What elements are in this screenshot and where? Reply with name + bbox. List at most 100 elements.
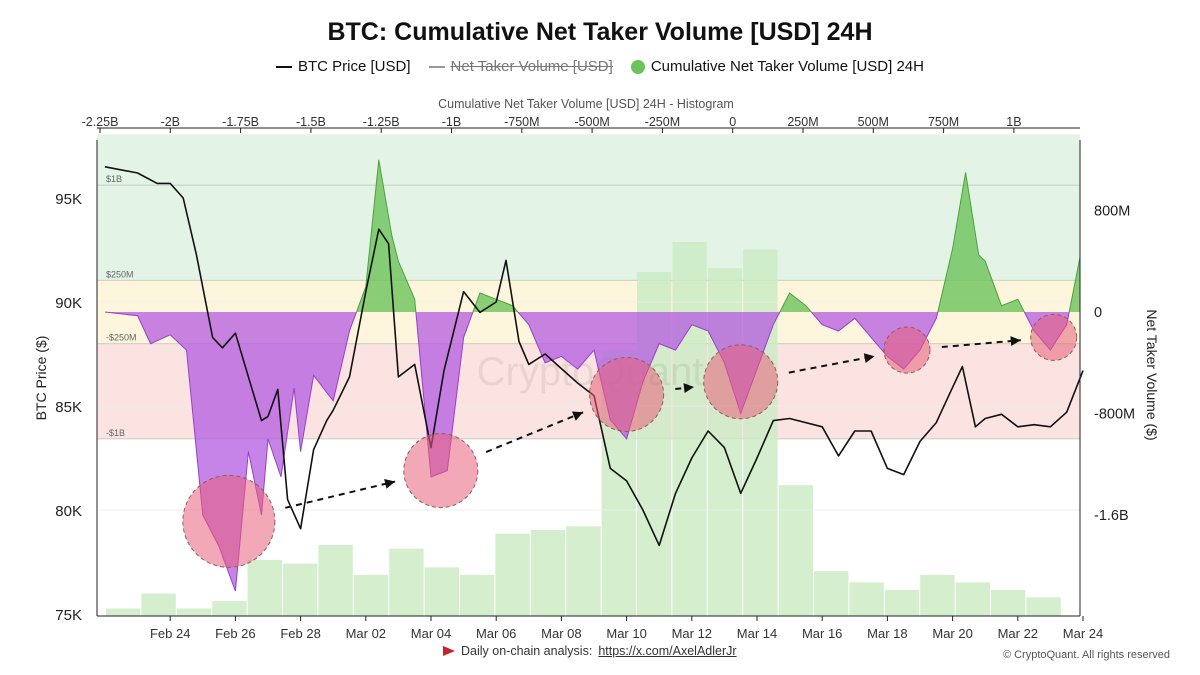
top-tick-label: 0	[729, 115, 736, 129]
bottom-tick-label: Mar 20	[932, 626, 972, 641]
top-tick-label: -1.5B	[296, 115, 326, 129]
histogram-bar	[955, 582, 990, 616]
histogram-bar	[389, 548, 424, 616]
top-tick-label: 500M	[858, 115, 889, 129]
right-tick-label: -800M	[1094, 407, 1135, 423]
legend-item-cumulative-volume[interactable]: Cumulative Net Taker Volume [USD] 24H	[630, 58, 924, 75]
legend-line-swatch	[428, 65, 445, 68]
highlight-circle	[883, 326, 931, 374]
bottom-tick-label: Mar 14	[737, 626, 777, 641]
highlight-circle	[403, 433, 479, 509]
left-tick-label: 85K	[55, 399, 82, 416]
footer-note: Daily on-chain analysis: https://x.com/A…	[443, 644, 737, 658]
footer-link[interactable]: https://x.com/AxelAdlerJr	[598, 644, 737, 658]
legend-label: Net Taker Volume [USD]	[450, 58, 613, 75]
right-tick-label: 800M	[1094, 204, 1130, 220]
trend-arrow-line	[941, 339, 1021, 349]
legend-line-swatch	[276, 65, 292, 68]
trend-arrow-line	[788, 355, 875, 374]
trend-arrow-line	[285, 480, 396, 509]
watermark: CryptoQuant	[477, 350, 704, 394]
histogram-bar	[212, 601, 247, 616]
legend-item-btc-price[interactable]: BTC Price [USD]	[276, 58, 411, 75]
left-tick-label: 95K	[55, 191, 82, 208]
histogram-bar	[1026, 597, 1061, 616]
axes: 75K 80K 85K 90K 95K BTC Price ($) 800M 0 -800M -1…	[33, 97, 1160, 641]
trend-arrow-head	[1010, 336, 1021, 347]
histogram-bar	[424, 567, 459, 616]
bottom-tick-label: Mar 10	[606, 626, 646, 641]
bottom-tick-label: Mar 12	[672, 626, 712, 641]
bottom-tick-label: Mar 08	[541, 626, 581, 641]
histogram-bar	[672, 242, 707, 616]
positive-area	[105, 159, 1080, 312]
highlight-circle	[1030, 313, 1078, 361]
histogram-bar	[141, 593, 176, 616]
trend-arrow-head	[571, 411, 584, 421]
legend-item-net-taker-volume[interactable]: Net Taker Volume [USD]	[428, 58, 613, 75]
negative-edge-group	[104, 312, 1070, 592]
histogram-bar	[460, 574, 495, 616]
top-tick-label: -250M	[645, 115, 680, 129]
right-tick-label: 0	[1094, 305, 1102, 321]
btc-price-line	[104, 166, 1084, 547]
highlight-circle	[703, 344, 779, 420]
legend-label: Cumulative Net Taker Volume [USD] 24H	[650, 58, 924, 75]
histogram-bar	[814, 571, 849, 616]
histogram-bar	[247, 559, 282, 616]
bottom-tick-label: Mar 06	[476, 626, 516, 641]
bottom-tick-label: Mar 24	[1063, 626, 1103, 641]
top-tick-label: -2.25B	[82, 115, 119, 129]
histogram-bar	[849, 582, 884, 616]
top-tick-label: -750M	[504, 115, 539, 129]
histogram-bar	[353, 574, 389, 616]
negative-area-group	[105, 312, 1080, 592]
histogram-bar	[106, 608, 141, 616]
threshold-label: -$250M	[106, 333, 137, 343]
chart-title: BTC: Cumulative Net Taker Volume [USD] 2…	[327, 18, 873, 46]
negative-area	[105, 312, 1080, 592]
top-tick-label: -1.75B	[222, 115, 259, 129]
footer-text: Daily on-chain analysis:	[461, 644, 593, 658]
threshold-label: $250M	[106, 269, 134, 279]
highlight-circle	[589, 356, 665, 432]
left-tick-label: 90K	[55, 295, 82, 312]
legend-label: BTC Price [USD]	[298, 58, 411, 75]
top-tick-label: 750M	[928, 115, 959, 129]
histogram-bar	[566, 526, 601, 616]
histogram-bar	[920, 574, 955, 616]
left-tick-label: 75K	[55, 607, 82, 624]
top-tick-label: -1B	[442, 115, 461, 129]
histogram-bar	[884, 589, 920, 616]
histogram-bar	[530, 529, 566, 616]
bottom-tick-label: Feb 26	[215, 626, 255, 641]
threshold-label: -$1B	[106, 428, 125, 438]
histogram-bar	[176, 608, 212, 616]
histogram-bar	[283, 563, 318, 616]
histogram	[106, 242, 1061, 617]
trend-arrow-head	[863, 353, 875, 364]
chart-legend: BTC Price [USD] Net Taker Volume [USD] C…	[0, 58, 1200, 75]
band-bullish	[97, 134, 1080, 281]
trend-arrow-head	[384, 479, 396, 489]
top-tick-label: -2B	[161, 115, 180, 129]
trend-arrow-head	[683, 383, 694, 394]
bottom-tick-label: Feb 28	[280, 626, 320, 641]
positive-area-group	[105, 159, 1080, 312]
bottom-tick-label: Mar 16	[802, 626, 842, 641]
histogram-bar	[778, 485, 813, 616]
right-axis-title: Net Taker Volume ($)	[1144, 309, 1160, 440]
bottom-tick-label: Mar 02	[346, 626, 386, 641]
highlight-circle	[182, 474, 276, 568]
flag-icon	[443, 646, 455, 656]
copyright: © CryptoQuant. All rights reserved	[1002, 649, 1170, 661]
histogram-bar	[495, 533, 530, 616]
trend-arrows	[285, 336, 1021, 509]
histogram-bar	[318, 544, 353, 616]
cumulative-volume-area	[104, 159, 1080, 592]
histogram-bar	[991, 589, 1026, 616]
bottom-tick-label: Mar 04	[411, 626, 451, 641]
top-tick-label: -500M	[574, 115, 609, 129]
top-tick-label: 250M	[787, 115, 818, 129]
